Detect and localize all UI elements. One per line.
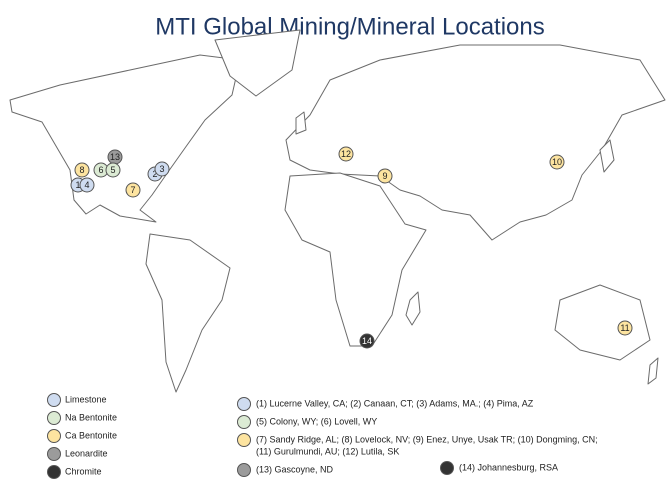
note-text: (14) Johannesburg, RSA — [459, 462, 558, 472]
legend-label: Na Bentonite — [65, 412, 117, 422]
japan — [599, 139, 615, 173]
site-marker — [549, 154, 565, 170]
site-number: 1 — [75, 180, 80, 190]
north-america — [9, 54, 241, 223]
site-number: 11 — [620, 323, 629, 333]
legend-label: Limestone — [65, 394, 107, 404]
site-number: 10 — [552, 157, 562, 167]
australia — [554, 284, 651, 361]
africa — [284, 172, 427, 347]
site-number: 8 — [79, 165, 84, 175]
site-marker — [617, 320, 633, 336]
site-marker — [74, 162, 90, 178]
south-america — [145, 233, 231, 393]
legend-label: Leonardite — [65, 448, 108, 458]
world-map — [9, 29, 666, 393]
legend-swatch — [47, 411, 61, 425]
greenland — [214, 29, 301, 97]
note-text: (13) Gascoyne, ND — [256, 464, 334, 474]
site-marker — [154, 161, 170, 177]
site-marker — [125, 182, 141, 198]
legend: Limestone Na Bentonite Ca Bentonite Leonard… — [47, 393, 117, 479]
legend-swatch — [47, 429, 61, 443]
note-text: (5) Colony, WY; (6) Lovell, WY — [256, 416, 377, 426]
legend-swatch — [47, 465, 61, 479]
site-marker — [338, 146, 354, 162]
site-number: 13 — [110, 152, 120, 162]
note-swatch — [237, 397, 251, 411]
site-number: 6 — [98, 165, 103, 175]
title: MTI Global Mining/Mineral Locations — [155, 13, 545, 40]
legend-label: Ca Bentonite — [65, 430, 117, 440]
note-text: (11) Gurulmundi, AU; (12) Lutila, SK — [256, 446, 399, 456]
new-zealand — [647, 357, 659, 385]
madagascar — [405, 291, 421, 326]
site-number: 4 — [84, 180, 89, 190]
site-number: 9 — [382, 171, 387, 181]
site-number: 7 — [130, 185, 135, 195]
legend-label: Chromite — [65, 466, 102, 476]
note-text: (1) Lucerne Valley, CA; (2) Canaan, CT; … — [256, 398, 534, 408]
site-marker — [359, 333, 375, 349]
note-swatch — [237, 415, 251, 429]
site-marker — [79, 177, 95, 193]
site-number: 2 — [152, 169, 157, 179]
site-marker — [105, 162, 121, 178]
site-number: 5 — [110, 165, 115, 175]
note-text: (7) Sandy Ridge, AL; (8) Lovelock, NV; (… — [256, 434, 598, 444]
notes: (1) Lucerne Valley, CA; (2) Canaan, CT; … — [237, 397, 598, 477]
site-number: 14 — [362, 336, 372, 346]
site-number: 12 — [341, 149, 351, 159]
site-marker — [377, 168, 393, 184]
eurasia — [285, 44, 666, 241]
note-swatch — [237, 463, 251, 477]
legend-swatch — [47, 447, 61, 461]
site-number: 3 — [159, 164, 164, 174]
note-swatch — [440, 461, 454, 475]
legend-swatch — [47, 393, 61, 407]
note-swatch — [237, 433, 251, 447]
uk — [295, 111, 307, 135]
